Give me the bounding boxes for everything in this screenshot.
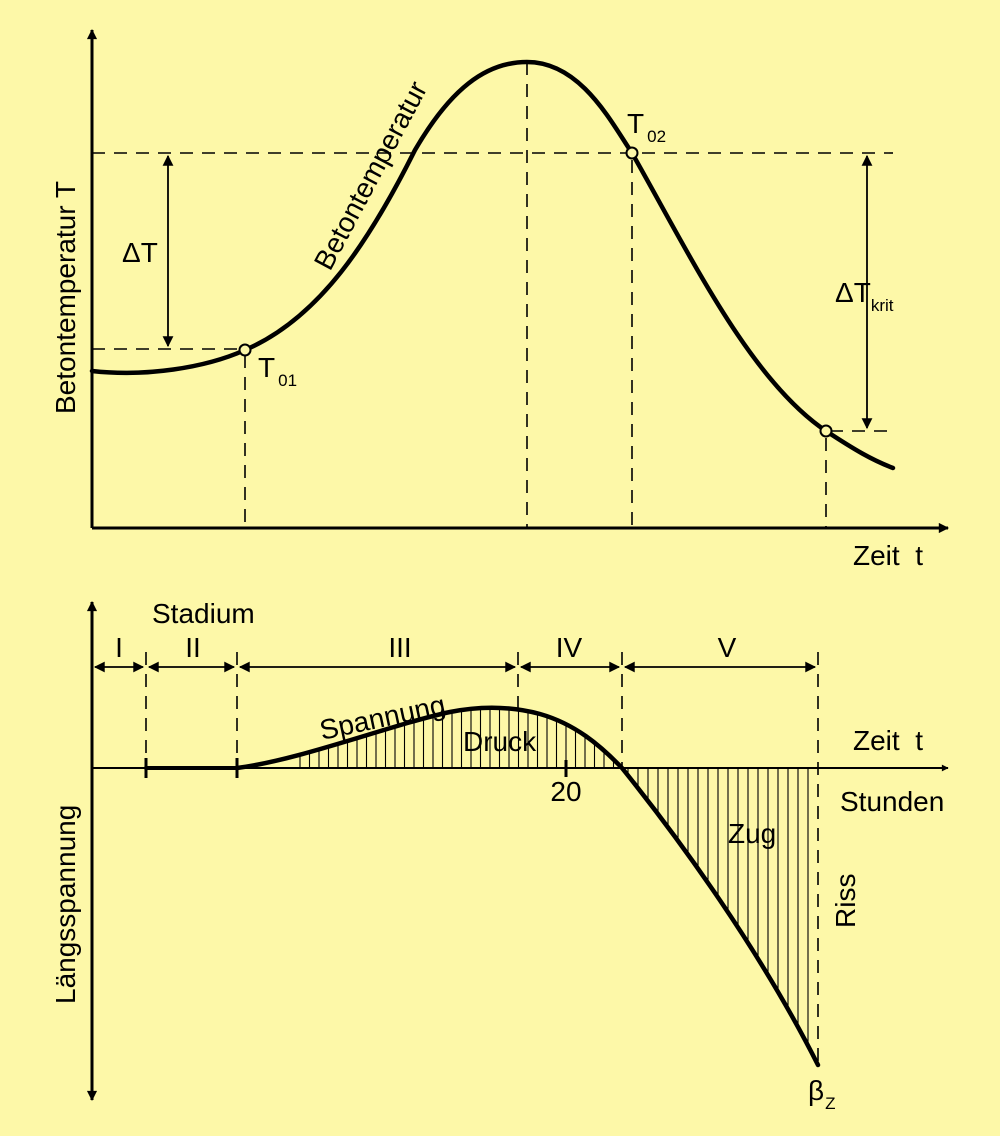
temperature-curve-label: Betontemperatur	[308, 76, 433, 275]
t02-sub: 02	[647, 127, 666, 146]
delta-t-krit-main: ΔT	[835, 277, 871, 308]
stage-label-iv: IV	[556, 632, 583, 663]
bottom-x-axis-label: Zeit t	[853, 725, 923, 756]
t02-label: T 02	[627, 108, 666, 146]
temperature-curve	[89, 59, 896, 471]
riss-label: Riss	[830, 874, 861, 928]
top-chart: Betontemperatur T Zeit t Betontemperatur…	[50, 28, 950, 571]
beta-z-sub: Z	[825, 1094, 835, 1113]
bottom-chart: I II III IV V Stadium Längsspannung Zeit…	[50, 598, 949, 1113]
stress-curve-label: Spannung	[317, 689, 448, 746]
t01-sub: 01	[278, 371, 297, 390]
stage-label-iii: III	[388, 632, 411, 663]
zug-label: Zug	[728, 818, 776, 849]
delta-t-label: ΔT	[122, 237, 158, 268]
top-x-axis-label: Zeit t	[853, 540, 923, 571]
point-end	[819, 424, 833, 438]
x-unit-label: Stunden	[840, 786, 944, 817]
top-y-axis-label: Betontemperatur T	[50, 181, 81, 414]
t01-label: T 01	[258, 352, 297, 390]
beta-z-label: βZ	[808, 1075, 836, 1113]
point-t01	[238, 343, 252, 357]
delta-t-krit-label: ΔTkrit	[835, 277, 894, 315]
stage-label-ii: II	[185, 632, 201, 663]
point-t02	[625, 146, 639, 160]
tick-20-label: 20	[550, 776, 581, 807]
stage-label-i: I	[115, 632, 123, 663]
t02-main: T	[627, 108, 644, 139]
t01-main: T	[258, 352, 275, 383]
stress-curve	[234, 705, 821, 1068]
stage-label-v: V	[718, 632, 737, 663]
beta-z-main: β	[808, 1075, 824, 1106]
delta-t-krit-sub: krit	[871, 296, 894, 315]
bottom-y-axis-label: Längsspannung	[50, 805, 81, 1004]
druck-label: Druck	[463, 726, 537, 757]
stadium-title: Stadium	[152, 598, 255, 629]
